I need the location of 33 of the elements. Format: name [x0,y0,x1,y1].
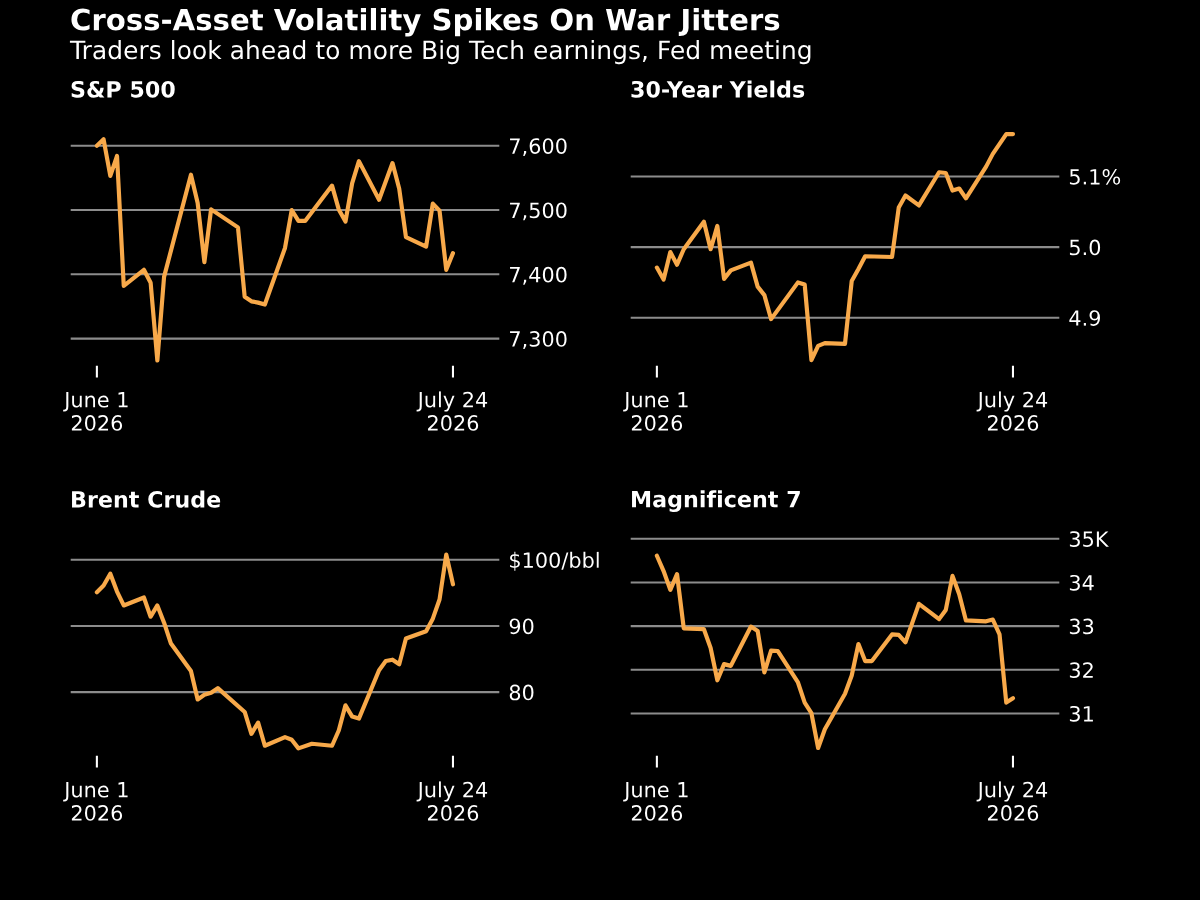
y-tick-label: 4.9 [1069,310,1100,326]
y-tick-label: 34 [1069,574,1094,591]
y-tick-label: 90 [509,618,534,635]
chart-title: Brent Crude [72,490,221,508]
x-tick-label: June 1 2026 [63,782,128,821]
y-tick-label: $100/bbl [510,551,599,571]
x-tick-label: July 24 2026 [976,391,1048,431]
y-tick-label: 33 [1069,618,1094,635]
line-series [654,553,1016,751]
text: Cross-Asset Volatility Spikes On War Jitters [71,8,780,37]
x-tick-label: June 1 2026 [623,782,688,821]
x-tick-label: July 24 2026 [416,391,488,431]
line-series [654,132,1016,363]
y-tick-label: 7,500 [510,202,567,221]
line-series [94,137,456,363]
y-tick-label: 7,300 [510,331,567,349]
y-tick-label: 5.0 [1069,239,1101,256]
y-tick-label: 80 [509,684,534,701]
x-tick-label: July 24 2026 [976,781,1048,821]
y-tick-label: 5.1% [1069,168,1121,185]
y-tick-label: 7,600 [510,138,567,157]
chart-title: Magnificent 7 [632,490,800,512]
x-tick-label: June 1 2026 [623,392,688,431]
chart-title: 30-Year Yields [631,80,805,98]
y-tick-label: 7,400 [510,266,567,285]
chart-title: S&P 500 [71,80,175,98]
y-tick-label: 35K [1069,531,1109,547]
x-tick-label: June 1 2026 [63,392,128,431]
y-tick-label: 32 [1069,662,1093,679]
text: Traders look ahead to more Big Tech earnings, Fed meeting [69,40,811,65]
line-series [94,552,456,751]
y-tick-label: 31 [1069,705,1093,722]
x-tick-label: July 24 2026 [416,781,488,821]
